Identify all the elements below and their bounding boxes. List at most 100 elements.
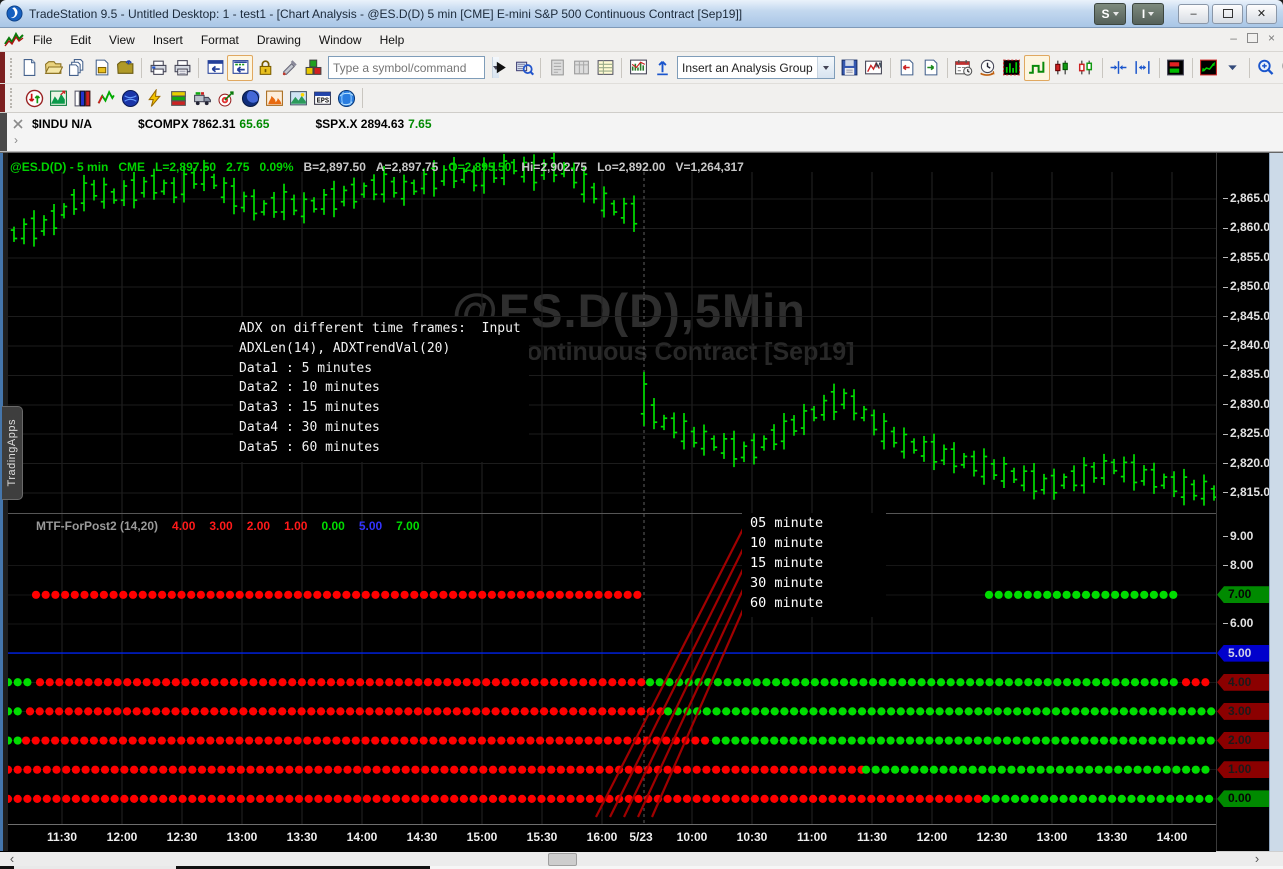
object-colors-icon[interactable] xyxy=(301,56,325,80)
child-minimize-button[interactable]: – xyxy=(1230,31,1237,45)
lock-icon[interactable] xyxy=(253,56,277,80)
group-m-icon[interactable]: M xyxy=(862,56,886,80)
pane-divider[interactable] xyxy=(0,513,1216,514)
data-window-icon[interactable] xyxy=(593,56,617,80)
price-axis[interactable]: 2,865.00 2,860.00 2,855.00 2,850.00 2,845.00… xyxy=(1216,153,1280,851)
truck-icon[interactable] xyxy=(190,86,214,110)
dropdown-arrow-icon[interactable] xyxy=(1221,56,1245,80)
print-icon[interactable] xyxy=(170,56,194,80)
decrease-spacing-icon[interactable] xyxy=(1107,56,1131,80)
title-bar: TradeStation 9.5 - Untitled Desktop: 1 -… xyxy=(0,0,1283,28)
symbol-command-combo[interactable] xyxy=(328,56,499,79)
line-style-icon[interactable] xyxy=(1023,54,1050,81)
symbol-lookup-icon[interactable] xyxy=(512,56,536,80)
analysis-group-combo[interactable]: Insert an Analysis Group xyxy=(677,56,835,79)
tradingapps-tab[interactable]: TradingApps xyxy=(2,406,23,500)
scroll-left-arrow[interactable]: ‹ xyxy=(9,851,15,866)
chart-analysis-icon[interactable] xyxy=(626,56,650,80)
menu-insert[interactable]: Insert xyxy=(152,32,183,47)
export-folder-icon[interactable] xyxy=(113,56,137,80)
menu-drawing[interactable]: Drawing xyxy=(256,32,301,47)
toolbar-grip[interactable] xyxy=(10,88,17,108)
trendline-annotations xyxy=(595,522,748,818)
close-icon[interactable] xyxy=(13,119,23,129)
strategy-back-icon[interactable] xyxy=(895,56,919,80)
vertical-scrollbar[interactable] xyxy=(1269,153,1283,851)
crescent-icon[interactable] xyxy=(238,86,262,110)
minimize-button[interactable]: – xyxy=(1178,3,1209,24)
increase-spacing-icon[interactable] xyxy=(1131,56,1155,80)
landscape-icon[interactable] xyxy=(286,86,310,110)
flame-chart-icon[interactable] xyxy=(262,86,286,110)
menu-window[interactable]: Window xyxy=(318,32,362,47)
save-group-icon[interactable] xyxy=(838,56,862,80)
world-icon[interactable] xyxy=(334,86,358,110)
eps-icon[interactable]: EPS xyxy=(310,86,334,110)
zoom-in-icon[interactable] xyxy=(1254,56,1278,80)
chart-canvas[interactable] xyxy=(0,153,1283,851)
globe-icon[interactable] xyxy=(118,86,142,110)
strategy-fwd-icon[interactable] xyxy=(919,56,943,80)
hollow-candle-icon[interactable] xyxy=(1074,56,1098,80)
menu-file[interactable]: File xyxy=(33,32,53,47)
close-button[interactable]: ✕ xyxy=(1246,3,1277,24)
scroll-right-arrow[interactable]: › xyxy=(1254,851,1260,866)
menu-format[interactable]: Format xyxy=(200,32,239,47)
combo-dropdown-button[interactable] xyxy=(492,57,499,78)
header-segment: @ES.D(D) - 5 min xyxy=(10,160,109,174)
child-restore-button[interactable] xyxy=(1246,33,1258,43)
back-boxed-icon[interactable] xyxy=(227,54,253,81)
price-axis-label: 2,855.00 xyxy=(1223,250,1277,264)
combo-dropdown-button[interactable] xyxy=(816,57,834,78)
format-painter-icon[interactable] xyxy=(277,56,301,80)
bar-colors-icon[interactable] xyxy=(1164,56,1188,80)
time-axis-label: 14:30 xyxy=(406,830,438,844)
save-page-icon[interactable] xyxy=(89,56,113,80)
toolbar-grip[interactable] xyxy=(10,57,12,78)
maximize-button[interactable] xyxy=(1212,3,1243,24)
symbol-command-input[interactable] xyxy=(329,60,492,75)
minute-label: 30 minute xyxy=(750,575,824,591)
lightning-icon[interactable] xyxy=(142,86,166,110)
run-arrow-icon[interactable] xyxy=(488,56,512,80)
target-icon[interactable] xyxy=(214,86,238,110)
columns-icon[interactable] xyxy=(70,86,94,110)
zoom-out-icon[interactable] xyxy=(1278,56,1283,80)
watch-item[interactable]: $INDU N/A xyxy=(32,117,92,131)
chart-peaks-icon[interactable] xyxy=(46,86,70,110)
indicator-value: 4.00 xyxy=(172,519,196,533)
sheet-disabled-icon[interactable] xyxy=(569,56,593,80)
menu-view[interactable]: View xyxy=(109,32,135,47)
quick-button-s[interactable]: S xyxy=(1094,2,1126,25)
calendar-session-icon[interactable] xyxy=(952,56,976,80)
time-axis[interactable]: 11:30 12:00 12:30 13:00 13:30 14:00 14:30 15:00… xyxy=(0,824,1216,852)
expand-chevron-icon[interactable]: › xyxy=(14,133,18,147)
quick-button-i[interactable]: I xyxy=(1132,2,1164,25)
watch-item[interactable]: $COMPX 7862.31 65.65 xyxy=(138,117,269,131)
time-axis-label: 15:00 xyxy=(466,830,498,844)
menu-help[interactable]: Help xyxy=(379,32,405,47)
updown-circle-icon[interactable] xyxy=(22,86,46,110)
candle-style-icon[interactable] xyxy=(1050,56,1074,80)
print-preview-icon[interactable] xyxy=(146,56,170,80)
save-all-icon[interactable] xyxy=(65,56,89,80)
chart-type-icon[interactable] xyxy=(1197,56,1221,80)
zigzag-icon[interactable] xyxy=(94,86,118,110)
indicator-dots xyxy=(3,590,1216,803)
send-up-icon[interactable] xyxy=(650,56,674,80)
calc-disabled-icon[interactable] xyxy=(545,56,569,80)
open-folder-icon[interactable] xyxy=(41,56,65,80)
back-blue-icon[interactable] xyxy=(203,56,227,80)
time-axis-label: 12:30 xyxy=(166,830,198,844)
scrollbar-thumb[interactable] xyxy=(548,853,577,866)
watch-item[interactable]: $SPX.X 2894.63 7.65 xyxy=(315,117,431,131)
dark-chart-icon[interactable] xyxy=(1000,56,1024,80)
time-axis-label: 13:30 xyxy=(1096,830,1128,844)
new-document-icon[interactable] xyxy=(17,56,41,80)
layers-icon[interactable] xyxy=(166,86,190,110)
child-close-button[interactable]: × xyxy=(1267,31,1275,45)
chart-analysis-window[interactable]: @ES.D(D),5Min 500 Continuous Contract [S… xyxy=(0,152,1283,852)
menu-edit[interactable]: Edit xyxy=(70,32,92,47)
time-zone-icon[interactable] xyxy=(976,56,1000,80)
horizontal-scrollbar[interactable]: ‹ › xyxy=(0,851,1283,866)
